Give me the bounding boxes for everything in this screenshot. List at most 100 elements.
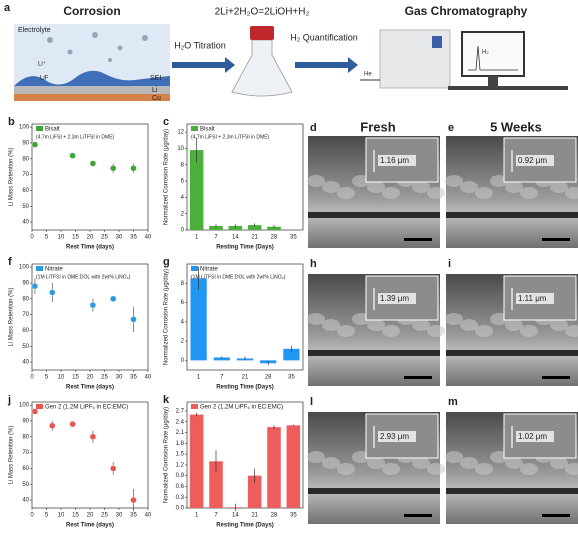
- x-tick-label: 30: [116, 235, 123, 241]
- bar: [189, 150, 204, 230]
- y-tick-label: 80: [22, 156, 29, 162]
- point: [109, 165, 117, 172]
- label: H₂: [482, 50, 489, 56]
- y-tick-label: 10: [177, 146, 184, 152]
- legend-swatch: [191, 404, 198, 409]
- x-tick-label: 5: [45, 375, 49, 381]
- y-tick-label: 0.6: [176, 484, 185, 490]
- panel-label: f: [8, 256, 12, 268]
- point: [89, 301, 97, 309]
- y-tick-label: 70: [22, 312, 29, 318]
- grain: [475, 463, 493, 475]
- point: [69, 420, 76, 428]
- grain: [367, 319, 385, 331]
- grain: [445, 451, 463, 463]
- y-tick-label: 90: [22, 141, 29, 147]
- grain: [550, 319, 568, 331]
- panel-label: h: [310, 258, 317, 270]
- x-tick-label: 21: [251, 235, 258, 241]
- grain: [412, 181, 430, 193]
- y-tick-label: 12: [177, 130, 184, 136]
- legend-entry: Nitrate: [45, 267, 63, 273]
- panel-label: e: [448, 122, 454, 134]
- legend-entry: Bisalt: [45, 127, 60, 133]
- y-tick-label: 50: [22, 204, 29, 210]
- monitor-stand: [488, 76, 498, 86]
- y-tick-label: 0.9: [176, 473, 185, 479]
- grain: [475, 325, 493, 337]
- y-tick-label: 80: [22, 434, 29, 440]
- x-tick-label: 7: [220, 375, 224, 381]
- y-tick-label: 100: [19, 125, 30, 131]
- y-tick-label: 40: [22, 360, 29, 366]
- x-tick-label: 1: [195, 513, 199, 519]
- annotation: (4.7m LiFSI + 2.3m LiTFSI in DME): [36, 134, 115, 140]
- measure-label: 1.11 μm: [518, 294, 547, 303]
- point: [49, 422, 56, 429]
- plot-frame: [186, 401, 304, 509]
- x-axis-label: Rest Time (days): [66, 245, 114, 251]
- grain: [520, 325, 538, 337]
- legend-swatch: [191, 126, 198, 131]
- point: [109, 465, 117, 472]
- x-tick-label: 28: [265, 375, 272, 381]
- scale-bar: [542, 238, 570, 241]
- x-tick-label: 15: [72, 375, 79, 381]
- step-label: H₂ Quantification: [290, 32, 358, 42]
- panel-label: a: [4, 2, 11, 14]
- grain: [322, 457, 340, 469]
- measure-label: 1.39 μm: [380, 294, 409, 303]
- grain: [505, 181, 523, 193]
- bar: [189, 414, 204, 508]
- plot-frame: [186, 123, 304, 231]
- x-axis-label: Resting Time (Days): [216, 385, 274, 391]
- bar: [286, 425, 301, 508]
- panel-label: j: [7, 394, 11, 406]
- y-tick-label: 90: [22, 419, 29, 425]
- bar: [228, 225, 243, 230]
- li-layer: [14, 86, 170, 94]
- grain: [427, 325, 445, 337]
- bar: [247, 475, 262, 508]
- grain: [427, 187, 445, 199]
- label: Li: [152, 87, 158, 94]
- x-tick-label: 0: [30, 375, 34, 381]
- y-axis-label: Li Mass Retention (%): [9, 425, 15, 484]
- column-header: Fresh: [360, 119, 395, 134]
- grain: [307, 313, 325, 325]
- scale-bar: [542, 376, 570, 379]
- legend-entry: Gen 2 (1.2M LiPF₆ in EC:EMC): [200, 405, 283, 411]
- point: [109, 295, 117, 303]
- measure-bg: [516, 431, 554, 442]
- x-tick-label: 10: [58, 375, 65, 381]
- grain: [520, 463, 538, 475]
- y-tick-label: 6: [181, 300, 185, 306]
- step-label: H₂O Titration: [174, 40, 226, 50]
- bar: [213, 357, 230, 361]
- legend-entry: Gen 2 (1.2M LiPF₆ in EC:EMC): [45, 405, 128, 411]
- y-tick-label: 40: [22, 220, 29, 226]
- grain: [427, 463, 445, 475]
- bar: [209, 461, 223, 508]
- bar: [190, 278, 207, 361]
- schematic-title: Gas Chromatography: [405, 4, 528, 18]
- measure-bg: [516, 155, 554, 166]
- sei-layer: [14, 70, 170, 86]
- y-tick-label: 1.8: [176, 441, 185, 447]
- x-tick-label: 21: [242, 375, 249, 381]
- grain: [445, 313, 463, 325]
- measure-bg: [516, 293, 554, 304]
- x-tick-label: 30: [116, 375, 123, 381]
- label: LiF: [40, 76, 49, 82]
- legend-swatch: [36, 266, 43, 271]
- x-tick-label: 35: [288, 375, 295, 381]
- column-header: 5 Weeks: [490, 119, 542, 134]
- y-tick-label: 60: [22, 328, 29, 334]
- grain: [307, 451, 325, 463]
- x-tick-label: 5: [45, 513, 49, 519]
- measure-label: 2.93 μm: [380, 432, 409, 441]
- y-tick-label: 2: [181, 339, 185, 345]
- grain: [565, 187, 578, 199]
- point: [130, 165, 137, 172]
